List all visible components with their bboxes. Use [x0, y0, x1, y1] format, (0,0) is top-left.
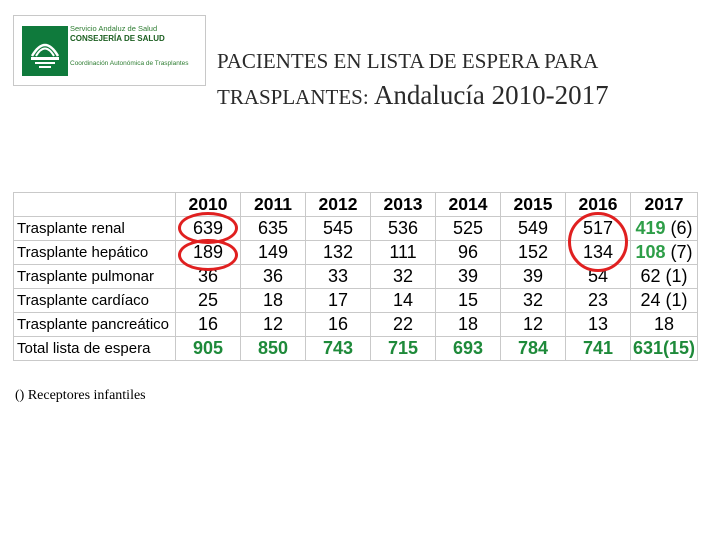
header-year: 2010 — [175, 192, 241, 217]
table-cell: 517 — [565, 216, 631, 241]
table-cell: 15 — [435, 288, 501, 313]
page-title-prefix: TRASPLANTES: — [217, 85, 369, 109]
row-label: Trasplante cardíaco — [13, 288, 176, 313]
junta-andalucia-emblem-icon — [22, 26, 68, 76]
infant-count: (7) — [665, 242, 693, 262]
table-row-total: Total lista de espera 905 850 743 715 69… — [13, 336, 698, 361]
page-title-region-years: Andalucía 2010-2017 — [373, 80, 609, 110]
table-cell: 39 — [435, 264, 501, 289]
header-year: 2017 — [630, 192, 698, 217]
table-cell: 22 — [370, 312, 436, 337]
table-cell: 12 — [500, 312, 566, 337]
table-cell: 32 — [500, 288, 566, 313]
table-cell-total: 784 — [500, 336, 566, 361]
table-cell-2017: 108 (7) — [630, 240, 698, 265]
logo-coordination-name: Coordinación Autonómica de Trasplantes — [70, 60, 189, 67]
table-row-hepatic: Trasplante hepático 189 149 132 111 96 1… — [13, 240, 698, 265]
table-cell: 525 — [435, 216, 501, 241]
table-cell: 152 — [500, 240, 566, 265]
table-cell: 25 — [175, 288, 241, 313]
table-cell: 33 — [305, 264, 371, 289]
table-cell: 39 — [500, 264, 566, 289]
header-year: 2012 — [305, 192, 371, 217]
table-cell: 12 — [240, 312, 306, 337]
table-cell: 36 — [175, 264, 241, 289]
row-label: Trasplante pulmonar — [13, 264, 176, 289]
table-cell: 16 — [175, 312, 241, 337]
footnote: () Receptores infantiles — [15, 388, 146, 403]
table-cell: 134 — [565, 240, 631, 265]
value-2017-highlighted: 108 — [635, 242, 666, 262]
table-cell: 96 — [435, 240, 501, 265]
table-cell: 18 — [240, 288, 306, 313]
header-year: 2011 — [240, 192, 306, 217]
table-cell: 189 — [175, 240, 241, 265]
table-row-pulmonary: Trasplante pulmonar 36 36 33 32 39 39 54… — [13, 264, 698, 289]
table-cell: 54 — [565, 264, 631, 289]
table-cell-total: 693 — [435, 336, 501, 361]
table-cell: 635 — [240, 216, 306, 241]
table-cell-2017: 24 (1) — [630, 288, 698, 313]
table-cell: 149 — [240, 240, 306, 265]
row-label: Trasplante pancreático — [13, 312, 176, 337]
table-cell: 14 — [370, 288, 436, 313]
table-cell: 549 — [500, 216, 566, 241]
header-year: 2016 — [565, 192, 631, 217]
table-cell: 32 — [370, 264, 436, 289]
table-cell: 639 — [175, 216, 241, 241]
table-cell: 17 — [305, 288, 371, 313]
table-cell-2017: 62 (1) — [630, 264, 698, 289]
value-2017-highlighted: 419 — [635, 218, 666, 238]
table-cell-total: 743 — [305, 336, 371, 361]
logo-ministry-name: CONSEJERÍA DE SALUD — [70, 34, 165, 43]
header-year: 2013 — [370, 192, 436, 217]
table-cell: 23 — [565, 288, 631, 313]
row-label: Trasplante renal — [13, 216, 176, 241]
table-cell-2017: 419 (6) — [630, 216, 698, 241]
logo-service-name: Servicio Andaluz de Salud — [70, 24, 158, 33]
header-year: 2014 — [435, 192, 501, 217]
table-row-pancreatic: Trasplante pancreático 16 12 16 22 18 12… — [13, 312, 698, 337]
table-cell: 13 — [565, 312, 631, 337]
table-cell: 536 — [370, 216, 436, 241]
table-cell-total: 631(15) — [630, 336, 698, 361]
row-label: Trasplante hepático — [13, 240, 176, 265]
row-label: Total lista de espera — [13, 336, 176, 361]
table-header-row: 2010 2011 2012 2013 2014 2015 2016 2017 — [13, 192, 698, 217]
table-cell: 18 — [435, 312, 501, 337]
waiting-list-table: 2010 2011 2012 2013 2014 2015 2016 2017 … — [13, 192, 698, 361]
table-cell: 36 — [240, 264, 306, 289]
table-row-cardiac: Trasplante cardíaco 25 18 17 14 15 32 23… — [13, 288, 698, 313]
table-cell: 545 — [305, 216, 371, 241]
header-year: 2015 — [500, 192, 566, 217]
table-cell-total: 741 — [565, 336, 631, 361]
table-cell: 111 — [370, 240, 436, 265]
table-cell: 132 — [305, 240, 371, 265]
table-cell-total: 850 — [240, 336, 306, 361]
header-blank-cell — [13, 192, 176, 217]
table-cell: 16 — [305, 312, 371, 337]
page-title-line1: PACIENTES EN LISTA DE ESPERA PARA — [217, 49, 599, 73]
table-cell-2017: 18 — [630, 312, 698, 337]
logo-box: Servicio Andaluz de Salud CONSEJERÍA DE … — [13, 15, 206, 86]
table-row-renal: Trasplante renal 639 635 545 536 525 549… — [13, 216, 698, 241]
infant-count: (6) — [665, 218, 693, 238]
page-title-line2: TRASPLANTES: Andalucía 2010-2017 — [217, 80, 609, 111]
table-cell-total: 715 — [370, 336, 436, 361]
table-cell-total: 905 — [175, 336, 241, 361]
